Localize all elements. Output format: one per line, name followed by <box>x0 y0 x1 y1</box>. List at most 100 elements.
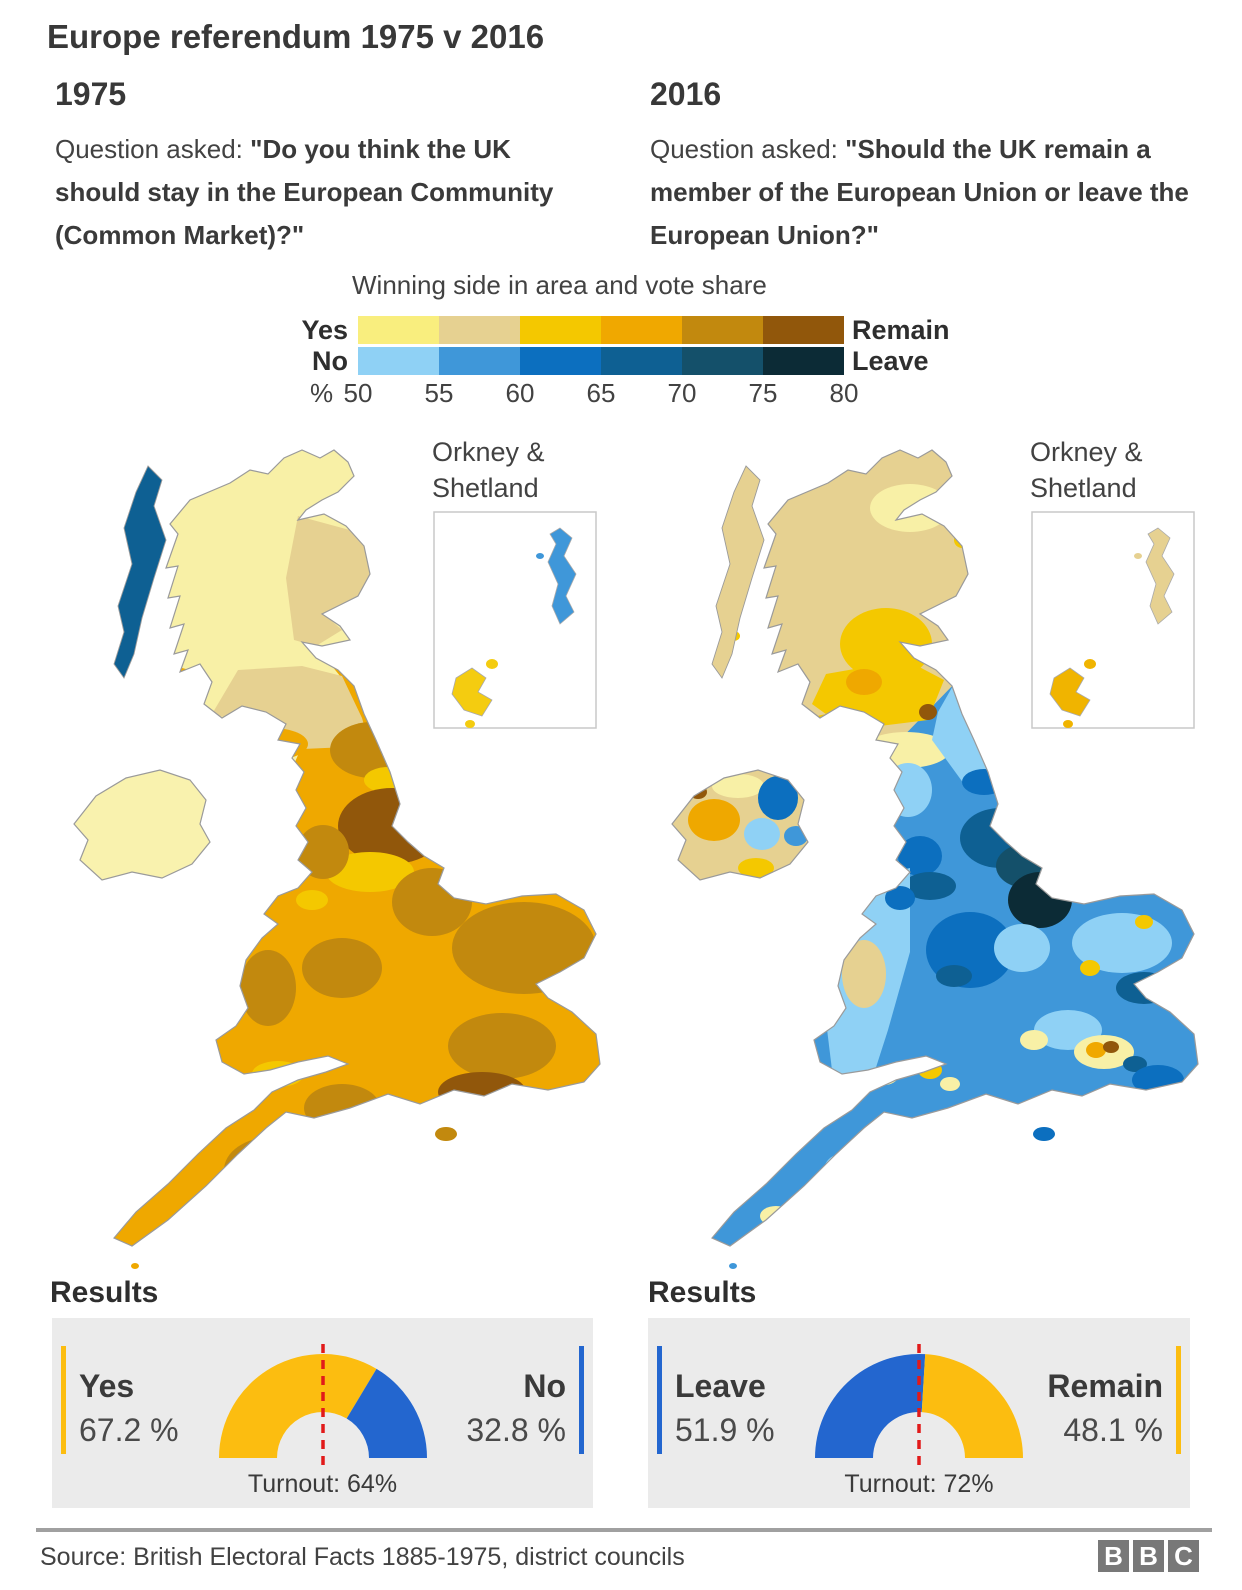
legend-row-yes-remain: Yes Remain <box>288 316 988 344</box>
district-patch <box>760 1206 792 1226</box>
district-patch <box>1116 972 1172 1004</box>
result-left-value: 51.9 % <box>675 1412 775 1448</box>
question-text: "Do you think the UK should stay in the … <box>55 134 554 251</box>
legend-tick: 80 <box>829 378 859 408</box>
gauge-arc-right <box>346 1368 427 1458</box>
gauge-1975 <box>218 1344 427 1466</box>
results-box-1975: Yes 67.2 % No 32.8 % Turnout: 64% <box>52 1318 593 1508</box>
legend-swatch <box>682 347 763 375</box>
legend-swatch <box>520 347 601 375</box>
map-2016: Orkney & Shetland <box>638 428 1218 1290</box>
orkney-shape <box>451 667 493 717</box>
year-heading-2016: 2016 <box>650 76 722 112</box>
district-patch <box>304 1084 380 1132</box>
legend-swatch <box>520 316 601 344</box>
legend-swatch <box>358 347 439 375</box>
district-patch <box>904 872 956 900</box>
legend-tick: 70 <box>667 378 697 408</box>
left-accent-bar <box>657 1346 662 1454</box>
legend-unit: % <box>310 378 334 408</box>
question-prefix: Question asked: <box>55 134 251 164</box>
district-patch <box>898 836 942 876</box>
legend-swatch <box>601 347 682 375</box>
district-patch <box>842 940 886 1008</box>
district-patch <box>744 818 780 850</box>
question-1975: Question asked: "Do you think the UK sho… <box>55 128 595 257</box>
orkney-islet <box>486 659 498 669</box>
legend-swatch <box>763 316 844 344</box>
district-patch <box>1086 1042 1106 1058</box>
district-patch <box>286 516 378 646</box>
district-patch <box>994 924 1050 972</box>
district-patch <box>254 1073 274 1087</box>
orkney-islet <box>1084 659 1096 669</box>
district-patch <box>688 799 740 841</box>
district-patch <box>392 868 472 936</box>
right-accent-bar <box>1176 1346 1181 1454</box>
orkney-islet <box>465 720 475 728</box>
district-patch <box>1123 1056 1147 1072</box>
gauge-arc-left <box>218 1354 377 1458</box>
district-patch <box>326 852 414 892</box>
district-patch <box>806 714 854 742</box>
choropleth-map-1975 <box>73 449 601 1269</box>
district-patch <box>1132 1065 1184 1095</box>
page-title: Europe referendum 1975 v 2016 <box>47 18 545 55</box>
district-patch <box>252 1061 304 1087</box>
district-patch <box>854 715 870 729</box>
orkney-islet <box>1063 720 1073 728</box>
district-patch <box>689 785 707 799</box>
inset-label-1975: Orkney & Shetland <box>432 437 545 504</box>
district-patch <box>884 763 932 817</box>
shetland-islet <box>536 553 544 559</box>
district-patch <box>966 1106 1014 1130</box>
legend-swatch <box>763 347 844 375</box>
legend-scale: % 50 55 60 65 70 75 80 <box>288 378 988 408</box>
district-patch <box>758 776 798 820</box>
western-isles-shape <box>113 465 167 679</box>
scilly-isles-dot <box>131 1263 139 1269</box>
legend-row-no-leave: No Leave <box>288 347 988 375</box>
district-patch <box>846 669 882 695</box>
district-patch <box>240 950 296 1026</box>
bbc-logo-letter: B <box>1098 1540 1129 1572</box>
district-patch <box>296 890 328 910</box>
district-patch <box>448 1013 556 1079</box>
district-patch <box>1046 868 1078 892</box>
legend-label-yes: Yes <box>301 315 348 345</box>
district-patch <box>1033 1127 1055 1141</box>
district-patch <box>940 1077 960 1091</box>
district-patch <box>932 684 996 784</box>
district-patch <box>738 858 774 878</box>
district-patch <box>936 965 972 987</box>
district-patch <box>438 1072 526 1112</box>
district-patch <box>302 938 382 998</box>
district-patch <box>435 1127 457 1141</box>
legend-swatch <box>358 316 439 344</box>
legend-label-no: No <box>312 346 348 376</box>
choropleth-map-2016 <box>671 449 1199 1269</box>
result-right-value: 48.1 % <box>1063 1412 1163 1448</box>
footer-rule <box>36 1528 1212 1532</box>
legend-swatch <box>439 347 520 375</box>
inset-label-2016: Orkney & Shetland <box>1030 437 1143 504</box>
legend-tick: 65 <box>586 378 616 408</box>
legend-tick: 50 <box>343 378 373 408</box>
district-patch <box>919 704 937 720</box>
source-text: Source: British Electoral Facts 1885-197… <box>40 1543 685 1571</box>
district-patch <box>1077 1108 1095 1122</box>
district-patch <box>962 769 1006 795</box>
district-patch <box>1135 915 1153 929</box>
right-accent-bar <box>579 1346 584 1454</box>
map-1975: Orkney & Shetland <box>40 428 620 1290</box>
results-heading-2016: Results <box>648 1276 757 1309</box>
district-patch <box>824 1152 872 1188</box>
results-heading-1975: Results <box>50 1276 159 1309</box>
legend-tick: 55 <box>424 378 454 408</box>
legend-title: Winning side in area and vote share <box>352 270 767 300</box>
legend-tick: 60 <box>505 378 535 408</box>
orkney-shape <box>1049 667 1091 717</box>
result-left-label: Leave <box>675 1368 766 1404</box>
